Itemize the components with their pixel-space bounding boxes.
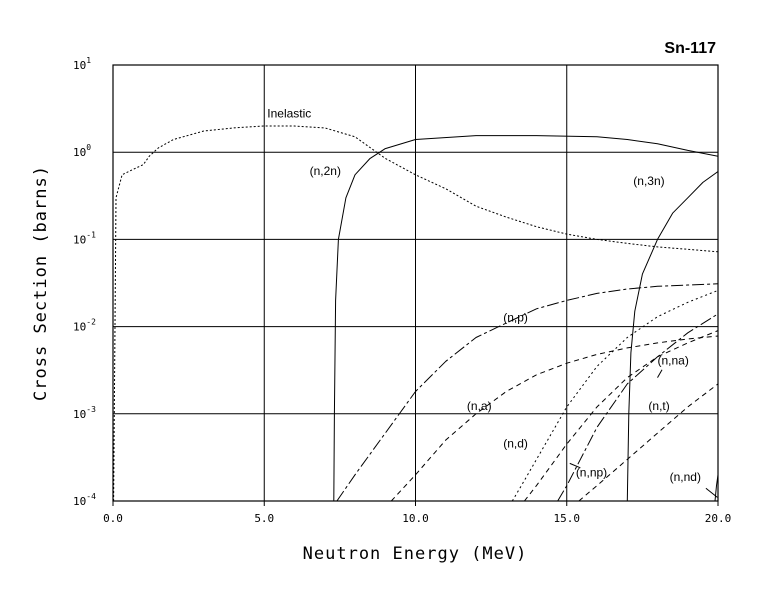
- annotation-n-a: (n,a): [467, 399, 492, 413]
- annotation-n-p: (n,p): [503, 310, 528, 324]
- series-inelastic: [113, 125, 718, 501]
- annotation-n-t: (n,t): [648, 399, 669, 413]
- series-n-d: [511, 289, 718, 501]
- series-n-3n: [626, 171, 718, 501]
- annotation-leader: [705, 487, 718, 498]
- y-tick-labels: 101 100 10-1 10-2 10-3 10-4: [73, 56, 96, 508]
- y-tick-label: 101: [73, 56, 91, 72]
- x-tick-label: 20.0: [705, 512, 732, 525]
- series-n-t: [578, 383, 718, 501]
- x-tick-label: 0.0: [103, 512, 123, 525]
- annotations: Inelastic (n,2n) (n,3n) (n,p) (n,a) (n,d) (n,n…: [267, 106, 718, 498]
- annotation-inelastic: Inelastic: [267, 106, 311, 120]
- series-n-np: [557, 313, 718, 501]
- y-tick-label: 100: [73, 143, 91, 159]
- y-tick-label: 10-1: [73, 230, 96, 246]
- annotation-leader: [657, 369, 663, 378]
- chart-title: Sn-117: [664, 40, 716, 57]
- annotation-leader: [569, 462, 581, 469]
- annotation-n-np: (n,np): [576, 466, 607, 480]
- x-tick-label: 10.0: [402, 512, 429, 525]
- annotation-n-na: (n,na): [658, 353, 689, 367]
- x-tick-label: 15.0: [554, 512, 581, 525]
- y-axis-label: Cross Section (barns): [31, 165, 51, 401]
- y-tick-label: 10-2: [73, 318, 96, 334]
- annotation-n-2n: (n,2n): [310, 164, 341, 178]
- series-n-a: [390, 335, 718, 501]
- y-tick-label: 10-4: [73, 492, 96, 508]
- series-n-2n: [333, 135, 718, 501]
- annotation-n-nd: (n,nd): [670, 470, 701, 484]
- x-tick-labels: 0.0 5.0 10.0 15.0 20.0: [103, 501, 731, 525]
- annotation-n-d: (n,d): [503, 437, 528, 451]
- x-tick-label: 5.0: [254, 512, 274, 525]
- annotation-n-3n: (n,3n): [633, 174, 664, 188]
- x-axis-label: Neutron Energy (MeV): [303, 544, 528, 564]
- grid: [112, 64, 719, 502]
- series-n-na: [524, 330, 718, 501]
- y-tick-label: 10-3: [73, 405, 96, 421]
- series-n-p: [336, 283, 718, 501]
- series-group: [113, 125, 718, 501]
